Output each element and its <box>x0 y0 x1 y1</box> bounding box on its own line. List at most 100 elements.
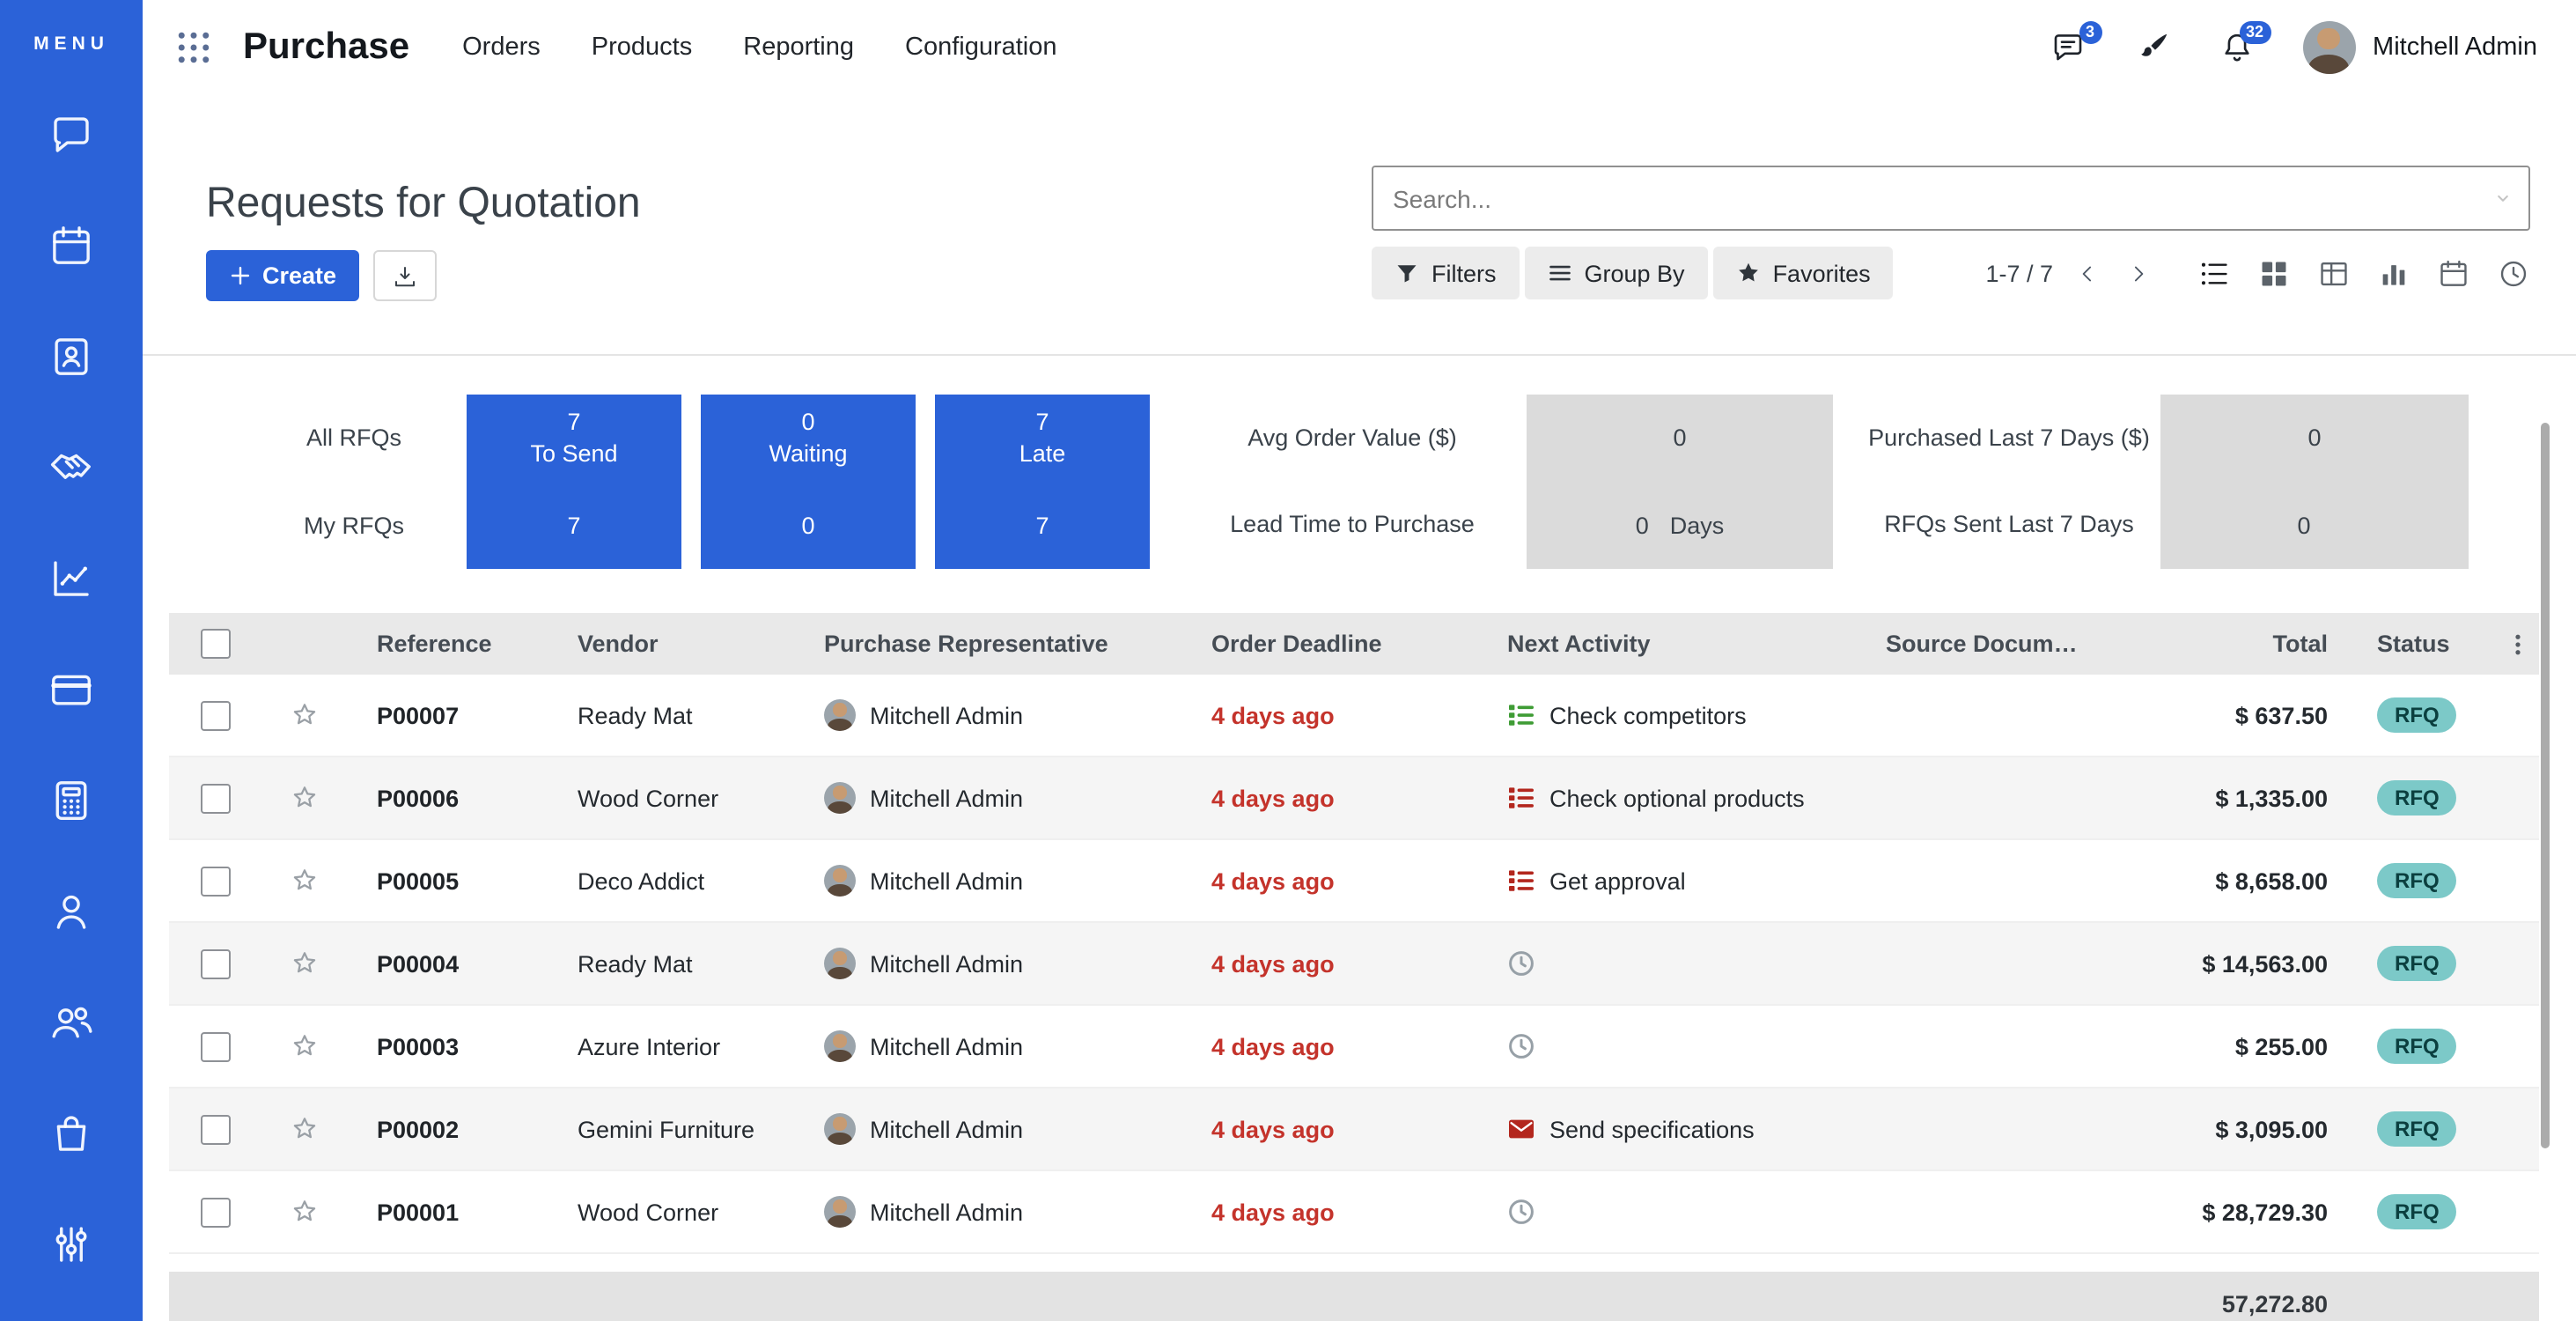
user-name: Mitchell Admin <box>2373 33 2537 62</box>
view-list-button[interactable] <box>2197 256 2231 290</box>
cell-representative: Mitchell Admin <box>870 785 1024 811</box>
filters-button[interactable]: Filters <box>1372 247 1520 299</box>
cell-reference: P00005 <box>377 867 460 894</box>
column-status[interactable]: Status <box>2377 631 2450 657</box>
favorite-star-icon[interactable] <box>289 1030 320 1062</box>
menu-configuration[interactable]: Configuration <box>905 33 1057 62</box>
table-row[interactable]: P00003 Azure Interior Mitchell Admin 4 d… <box>169 1006 2539 1089</box>
column-next-activity[interactable]: Next Activity <box>1507 631 1651 657</box>
menu-reporting[interactable]: Reporting <box>743 33 854 62</box>
kpi-tile-late[interactable]: 7 Late 7 <box>935 395 1150 569</box>
graph-view-icon <box>2382 264 2405 284</box>
sidebar-item-recruitment[interactable] <box>48 999 95 1046</box>
activity-mail-icon[interactable] <box>1507 1115 1535 1143</box>
view-activity-button[interactable] <box>2497 256 2530 290</box>
group-by-icon <box>1549 265 1571 281</box>
cell-vendor: Wood Corner <box>578 1199 719 1225</box>
sidebar-item-accounting[interactable] <box>48 777 95 824</box>
view-kanban-button[interactable] <box>2257 256 2291 290</box>
pager-previous-button[interactable] <box>2071 256 2104 290</box>
favorite-star-icon[interactable] <box>289 1196 320 1228</box>
menu-products[interactable]: Products <box>591 33 693 62</box>
sidebar-item-discuss[interactable] <box>48 111 95 159</box>
table-row[interactable]: P00007 Ready Mat Mitchell Admin 4 days a… <box>169 675 2539 757</box>
select-all-checkbox[interactable] <box>200 629 230 659</box>
cell-reference: P00001 <box>377 1199 460 1225</box>
main-area: Purchase Orders Products Reporting Confi… <box>143 0 2576 1321</box>
row-checkbox[interactable] <box>200 1031 230 1061</box>
sidebar-item-contacts[interactable] <box>48 333 95 380</box>
cell-total: $ 14,563.00 <box>2202 950 2328 977</box>
favorite-star-icon[interactable] <box>289 1113 320 1145</box>
activity-clock-icon[interactable] <box>1507 1198 1535 1226</box>
view-calendar-button[interactable] <box>2437 256 2470 290</box>
pager-range: 1-7 / 7 <box>1985 260 2053 286</box>
filter-all-rfqs[interactable]: All RFQs <box>306 424 401 452</box>
table-row[interactable]: P00006 Wood Corner Mitchell Admin 4 days… <box>169 757 2539 840</box>
column-vendor[interactable]: Vendor <box>578 631 659 657</box>
row-checkbox[interactable] <box>200 866 230 896</box>
table-row[interactable]: P00001 Wood Corner Mitchell Admin 4 days… <box>169 1171 2539 1254</box>
kpi-waiting-my: 0 <box>801 512 815 539</box>
activity-clock-icon[interactable] <box>1507 949 1535 978</box>
row-checkbox[interactable] <box>200 1114 230 1144</box>
table-row[interactable]: P00005 Deco Addict Mitchell Admin 4 days… <box>169 840 2539 923</box>
cell-representative: Mitchell Admin <box>870 950 1024 977</box>
cell-total: $ 8,658.00 <box>2215 867 2328 894</box>
sidebar-item-settings[interactable] <box>48 1221 95 1268</box>
column-options-button[interactable] <box>2497 631 2539 656</box>
theme-brush-button[interactable] <box>2133 29 2170 66</box>
row-checkbox[interactable] <box>200 1197 230 1227</box>
column-total[interactable]: Total <box>2272 631 2329 657</box>
favorite-star-icon[interactable] <box>289 865 320 897</box>
vertical-scrollbar[interactable] <box>2541 423 2550 1148</box>
favorite-star-icon[interactable] <box>289 948 320 979</box>
kpi-tile-waiting[interactable]: 0 Waiting 0 <box>701 395 916 569</box>
column-source-document[interactable]: Source Document <box>1886 631 2085 657</box>
row-checkbox[interactable] <box>200 783 230 813</box>
notifications-badge: 32 <box>2239 20 2271 43</box>
activity-tasks-icon[interactable] <box>1507 867 1535 895</box>
activity-tasks-icon[interactable] <box>1507 701 1535 729</box>
apps-menu-button[interactable] <box>174 28 213 67</box>
row-checkbox[interactable] <box>200 948 230 978</box>
sidebar-item-employees[interactable] <box>48 888 95 935</box>
cell-order-deadline: 4 days ago <box>1211 867 1335 894</box>
group-by-button[interactable]: Group By <box>1524 247 1708 299</box>
sidebar-item-invoicing[interactable] <box>48 666 95 713</box>
view-pivot-button[interactable] <box>2317 256 2351 290</box>
user-menu[interactable]: Mitchell Admin <box>2302 21 2537 74</box>
menu-orders[interactable]: Orders <box>462 33 541 62</box>
activity-tasks-icon[interactable] <box>1507 784 1535 812</box>
export-button[interactable] <box>373 250 438 301</box>
cell-total: $ 3,095.00 <box>2215 1116 2328 1142</box>
sidebar-item-sales[interactable] <box>48 555 95 602</box>
row-checkbox[interactable] <box>200 700 230 730</box>
sidebar-item-crm[interactable] <box>48 444 95 491</box>
create-button[interactable]: Create <box>206 250 360 301</box>
column-purchase-representative[interactable]: Purchase Representative <box>824 631 1108 657</box>
favorite-star-icon[interactable] <box>289 699 320 731</box>
view-graph-button[interactable] <box>2377 256 2410 290</box>
favorite-star-icon[interactable] <box>289 782 320 814</box>
column-reference[interactable]: Reference <box>377 631 492 657</box>
column-order-deadline[interactable]: Order Deadline <box>1211 631 1382 657</box>
filter-my-rfqs[interactable]: My RFQs <box>304 512 404 539</box>
table-row[interactable]: P00002 Gemini Furniture Mitchell Admin 4… <box>169 1089 2539 1171</box>
favorites-button[interactable]: Favorites <box>1712 247 1894 299</box>
search-caret-icon[interactable] <box>2493 188 2513 208</box>
search-input[interactable] <box>1389 182 2493 214</box>
favorites-label: Favorites <box>1772 260 1871 286</box>
handshake-icon <box>50 454 91 479</box>
pager-next-button[interactable] <box>2122 256 2155 290</box>
notifications-button[interactable]: 32 <box>2218 20 2271 66</box>
table-header: Reference Vendor Purchase Representative… <box>169 613 2539 675</box>
sidebar-item-calendar[interactable] <box>48 222 95 269</box>
table-row[interactable]: P00004 Ready Mat Mitchell Admin 4 days a… <box>169 923 2539 1006</box>
kpi-tile-to-send[interactable]: 7 To Send 7 <box>467 395 681 569</box>
list-view-icon <box>2201 262 2227 284</box>
messages-button[interactable]: 3 <box>2049 20 2102 66</box>
sidebar-item-purchase[interactable] <box>48 1110 95 1157</box>
activity-clock-icon[interactable] <box>1507 1032 1535 1060</box>
